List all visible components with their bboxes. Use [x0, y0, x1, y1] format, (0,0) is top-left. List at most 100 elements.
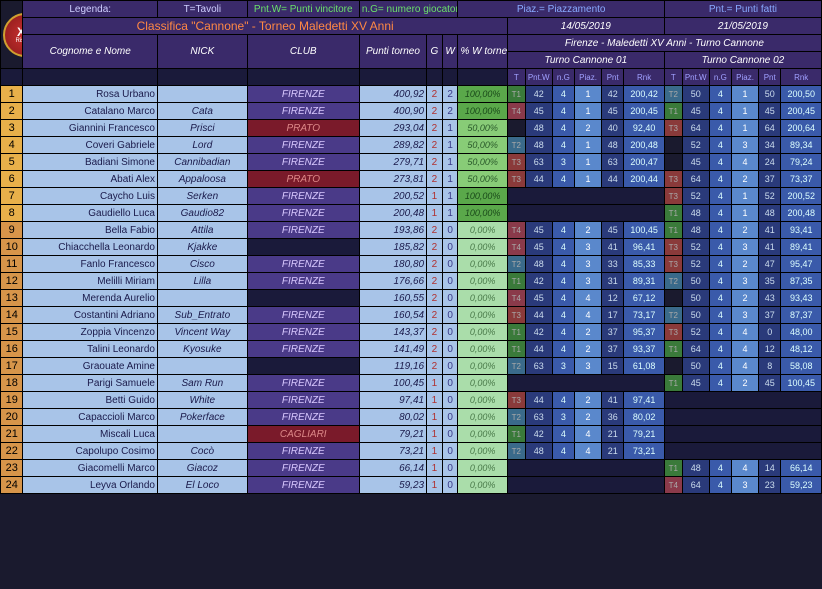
rank-cell: 4 — [1, 137, 23, 154]
player-club: FIRENZE — [247, 341, 359, 358]
player-name: Costantini Adriano — [23, 307, 158, 324]
col-club: CLUB — [247, 35, 359, 69]
wins: 0 — [442, 375, 458, 392]
points: 66,14 — [359, 460, 426, 477]
points: 160,55 — [359, 290, 426, 307]
games: 1 — [427, 188, 443, 205]
player-club: FIRENZE — [247, 460, 359, 477]
player-name: Merenda Aurelio — [23, 290, 158, 307]
player-club: PRATO — [247, 120, 359, 137]
player-nick: Sam Run — [157, 375, 247, 392]
table-row: 23 Giacomelli Marco Giacoz FIRENZE 66,14… — [1, 460, 822, 477]
win-pct: 0,00% — [458, 273, 507, 290]
player-club: CAGLIARI — [247, 426, 359, 443]
tournament-title: Classifica "Cannone" - Torneo Maledetti … — [23, 18, 507, 35]
player-nick — [157, 426, 247, 443]
player-club: FIRENZE — [247, 188, 359, 205]
table-row: 2 Catalano Marco Cata FIRENZE 400,90 2 2… — [1, 103, 822, 120]
player-nick: Lord — [157, 137, 247, 154]
win-pct: 50,00% — [458, 120, 507, 137]
rank-cell: 5 — [1, 154, 23, 171]
player-nick: Attila — [157, 222, 247, 239]
legend-pnt: Pnt.= Punti fatti — [664, 1, 821, 18]
wins: 1 — [442, 171, 458, 188]
risiko-logo: XVRisiKo! — [3, 13, 23, 57]
games: 1 — [427, 443, 443, 460]
player-nick: Appaloosa — [157, 171, 247, 188]
table-row: 15 Zoppia Vincenzo Vincent Way FIRENZE 1… — [1, 324, 822, 341]
player-name: Bella Fabio — [23, 222, 158, 239]
points: 97,41 — [359, 392, 426, 409]
games: 1 — [427, 426, 443, 443]
wins: 1 — [442, 188, 458, 205]
wins: 1 — [442, 205, 458, 222]
player-club: FIRENZE — [247, 324, 359, 341]
table-row: 9 Bella Fabio Attila FIRENZE 193,86 2 0 … — [1, 222, 822, 239]
player-name: Fanlo Francesco — [23, 256, 158, 273]
points: 185,82 — [359, 239, 426, 256]
player-club: FIRENZE — [247, 137, 359, 154]
player-name: Rosa Urbano — [23, 86, 158, 103]
games: 2 — [427, 324, 443, 341]
wins: 0 — [442, 409, 458, 426]
player-nick: Cocò — [157, 443, 247, 460]
wins: 0 — [442, 222, 458, 239]
player-name: Chiacchella Leonardo — [23, 239, 158, 256]
legend-piaz: Piaz.= Piazzamento — [458, 1, 664, 18]
player-name: Betti Guido — [23, 392, 158, 409]
wins: 1 — [442, 137, 458, 154]
win-pct: 0,00% — [458, 256, 507, 273]
rank-cell: 19 — [1, 392, 23, 409]
table-row: 14 Costantini Adriano Sub_Entrato FIRENZ… — [1, 307, 822, 324]
win-pct: 50,00% — [458, 171, 507, 188]
rank-cell: 24 — [1, 477, 23, 494]
points: 193,86 — [359, 222, 426, 239]
event-name: Firenze - Maledetti XV Anni - Turno Cann… — [507, 35, 821, 52]
games: 2 — [427, 239, 443, 256]
player-name: Capaccioli Marco — [23, 409, 158, 426]
player-nick: El Loco — [157, 477, 247, 494]
player-nick: Cata — [157, 103, 247, 120]
rank-cell: 18 — [1, 375, 23, 392]
player-name: Abati Alex — [23, 171, 158, 188]
player-nick — [157, 358, 247, 375]
wins: 0 — [442, 358, 458, 375]
player-name: Graouate Amine — [23, 358, 158, 375]
games: 1 — [427, 205, 443, 222]
wins: 1 — [442, 154, 458, 171]
col-pct: % W torneo — [458, 35, 507, 69]
player-nick: Pokerface — [157, 409, 247, 426]
player-name: Coveri Gabriele — [23, 137, 158, 154]
win-pct: 0,00% — [458, 477, 507, 494]
rank-cell: 23 — [1, 460, 23, 477]
player-nick: Sub_Entrato — [157, 307, 247, 324]
points: 160,54 — [359, 307, 426, 324]
player-nick: Giacoz — [157, 460, 247, 477]
player-nick: Kjakke — [157, 239, 247, 256]
rank-cell: 3 — [1, 120, 23, 137]
win-pct: 0,00% — [458, 409, 507, 426]
win-pct: 50,00% — [458, 137, 507, 154]
wins: 0 — [442, 477, 458, 494]
win-pct: 0,00% — [458, 375, 507, 392]
games: 2 — [427, 290, 443, 307]
rank-cell: 14 — [1, 307, 23, 324]
player-nick: Gaudio82 — [157, 205, 247, 222]
rank-cell: 20 — [1, 409, 23, 426]
win-pct: 0,00% — [458, 392, 507, 409]
win-pct: 0,00% — [458, 290, 507, 307]
player-club — [247, 358, 359, 375]
points: 119,16 — [359, 358, 426, 375]
player-nick: Serken — [157, 188, 247, 205]
player-name: Miscali Luca — [23, 426, 158, 443]
player-club — [247, 239, 359, 256]
win-pct: 0,00% — [458, 426, 507, 443]
player-club — [247, 290, 359, 307]
player-club: FIRENZE — [247, 477, 359, 494]
player-name: Melilli Miriam — [23, 273, 158, 290]
win-pct: 0,00% — [458, 358, 507, 375]
col-name: Cognome e Nome — [23, 35, 158, 69]
win-pct: 0,00% — [458, 239, 507, 256]
games: 1 — [427, 375, 443, 392]
points: 180,80 — [359, 256, 426, 273]
